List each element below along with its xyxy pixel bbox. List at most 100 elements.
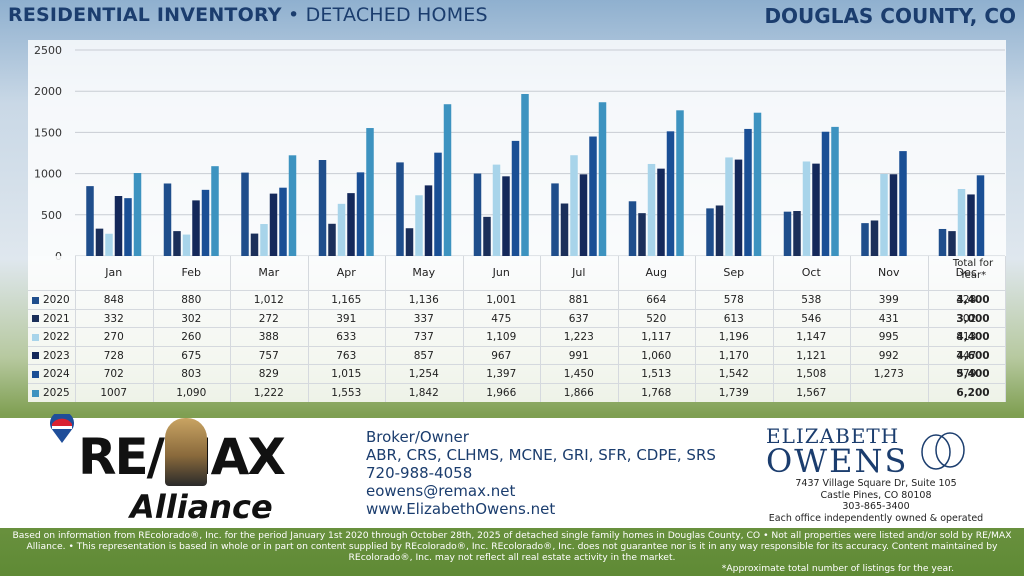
bar-2021-Feb: [173, 231, 181, 256]
table-row: 2023 728 675 757 763 857 967 991 1,060 1,170 1,121…: [28, 345, 1006, 365]
bar-2025-May: [443, 104, 452, 256]
bar-2021-Sep: [715, 205, 724, 256]
office-address1: 7437 Village Square Dr, Suite 105: [795, 478, 957, 489]
bar-2024-Aug: [666, 131, 675, 256]
column-separator: [772, 256, 774, 402]
bar-2024-Apr: [356, 172, 365, 256]
bar-2021-Dec: [948, 231, 956, 256]
column-separator: [540, 256, 541, 402]
value-cell-2020-Nov: 399: [878, 294, 899, 306]
remax-balloon-icon: [50, 414, 74, 443]
bar-2022-Sep: [725, 157, 733, 256]
value-cell-2022-Jul: 1,223: [563, 331, 594, 344]
value-cell-2023-Sep: 1,170: [718, 349, 749, 362]
bar-2022-Jul: [570, 155, 578, 256]
bar-2021-Aug: [638, 213, 646, 256]
bar-2020-Jul: [551, 183, 559, 256]
value-cell-2023-Feb: 675: [181, 349, 202, 362]
bar-2022-Apr: [337, 203, 346, 256]
bar-2021-Jun: [483, 216, 491, 256]
value-cell-2022-Mar: 388: [258, 331, 279, 344]
bar-2021-Apr: [328, 223, 336, 256]
month-label-Sep: Sep: [723, 266, 745, 279]
value-cell-2024-Oct: 1,508: [796, 368, 827, 381]
legend-swatch-2024: [32, 370, 39, 378]
total-2022: 4,400: [956, 331, 990, 344]
data-table: Jan Feb Mar Apr May Jun Jul Aug Sep Oct Nov Dec Tota…: [28, 256, 1006, 402]
value-cell-2022-Feb: 260: [181, 331, 202, 344]
bar-2023-Aug: [657, 168, 665, 256]
y-tick-label-2000: 2000: [34, 85, 62, 98]
month-label-Apr: Apr: [336, 266, 356, 279]
value-cell-2021-Sep: 613: [723, 312, 744, 325]
bar-2024-Mar: [279, 187, 287, 256]
contact-block: Broker/Owner ABR, CRS, CLHMS, MCNE, GRI,…: [366, 428, 716, 518]
value-cell-2020-Jul: 881: [568, 294, 589, 306]
bar-2024-May: [434, 152, 442, 256]
bar-2025-Sep: [753, 112, 762, 257]
contact-website[interactable]: www.ElizabethOwens.net: [366, 500, 556, 518]
bar-2022-May: [415, 195, 423, 256]
value-cell-2022-Nov: 995: [878, 331, 899, 344]
column-separator: [850, 256, 851, 402]
column-separator: [230, 256, 231, 402]
column-separator: [617, 256, 619, 402]
bar-2025-Jan: [133, 173, 142, 256]
column-separator: [307, 256, 309, 402]
value-cell-2025-Nov: [850, 384, 928, 402]
value-cell-2023-Nov: 992: [878, 349, 899, 362]
contact-email[interactable]: eowens@remax.net: [366, 482, 516, 500]
bar-2021-Jan: [95, 228, 104, 256]
value-cell-2025-Jun: 1,966: [486, 387, 517, 399]
value-cell-2021-Mar: 272: [258, 312, 279, 325]
contact-role: Broker/Owner: [366, 428, 469, 446]
bar-2023-Jun: [502, 176, 510, 256]
bar-2024-Sep: [744, 128, 752, 256]
bar-2024-Jul: [589, 136, 597, 256]
total-2020: 4,400: [956, 294, 990, 306]
value-cell-2022-Jun: 1,109: [486, 331, 517, 344]
bar-2023-May: [424, 185, 433, 256]
title-bold: RESIDENTIAL INVENTORY: [8, 4, 282, 26]
value-cell-2023-Dec: 747: [956, 349, 977, 362]
year-text: 2022: [43, 331, 70, 344]
region-title: DOUGLAS COUNTY, CO: [764, 4, 1016, 28]
bar-2024-Jun: [511, 140, 520, 256]
owens-brand-logo: ELIZABETH OWENS: [766, 424, 976, 480]
bar-2021-Oct: [793, 211, 801, 256]
value-cell-2025-Jan: 1007: [100, 387, 128, 399]
value-cell-2024-Apr: 1,015: [331, 368, 362, 381]
value-cell-2023-Jan: 728: [103, 349, 124, 362]
bar-2023-Jan: [114, 196, 123, 256]
value-cell-2020-Apr: 1,165: [331, 294, 362, 306]
brand-line2: OWENS: [766, 442, 909, 480]
y-tick-label-2500: 2500: [34, 44, 62, 57]
y-tick-label-1500: 1500: [34, 126, 62, 139]
column-separator: [1005, 256, 1006, 402]
value-cell-2021-Feb: 302: [181, 312, 202, 325]
month-label-Jan: Jan: [105, 266, 123, 279]
value-cell-2023-Oct: 1,121: [796, 349, 827, 362]
disclaimer-text: Based on information from REcolorado®, I…: [12, 530, 1012, 563]
legend-swatch-2023: [32, 352, 39, 360]
page-title: RESIDENTIAL INVENTORY • DETACHED HOMES: [8, 4, 488, 26]
bar-2022-Oct: [802, 161, 811, 256]
value-cell-2020-May: 1,136: [408, 294, 439, 306]
column-separator: [385, 256, 386, 402]
approx-note: *Approximate total number of listings fo…: [721, 563, 954, 574]
year-label-2021: 2021: [32, 310, 70, 328]
value-cell-2021-May: 337: [413, 312, 434, 325]
value-cell-2021-Jun: 475: [491, 312, 512, 325]
contact-phone[interactable]: 720-988-4058: [366, 464, 473, 482]
value-cell-2022-Sep: 1,196: [718, 331, 749, 344]
bar-2025-Mar: [288, 155, 297, 256]
column-separator: [75, 256, 76, 402]
bar-2023-Dec: [967, 194, 975, 256]
bar-2020-Apr: [318, 160, 327, 256]
bar-2020-Aug: [628, 201, 637, 256]
office-address2: Castle Pines, CO 80108: [820, 489, 932, 501]
value-cell-2025-Sep: 1,739: [718, 387, 749, 399]
office-note: Each office independently owned & operat…: [768, 512, 984, 524]
bar-2024-Oct: [821, 131, 830, 256]
value-cell-2025-Feb: 1,090: [176, 387, 207, 399]
